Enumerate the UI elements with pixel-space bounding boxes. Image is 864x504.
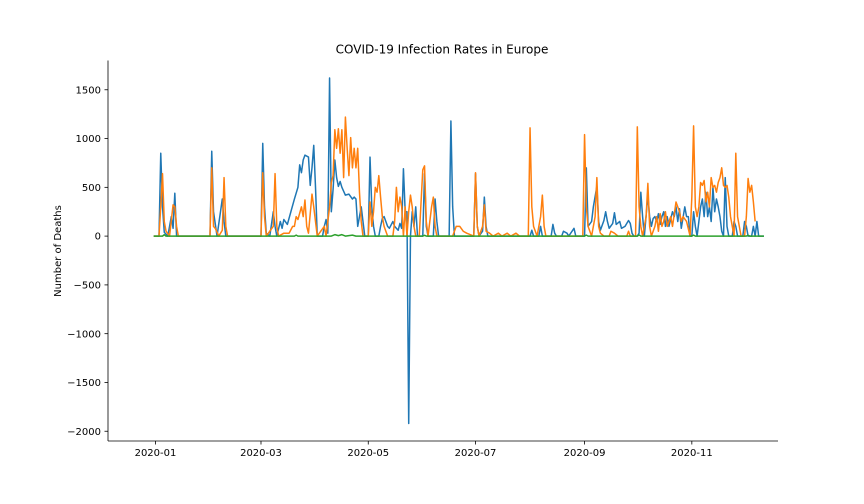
x-tick-label: 2020-05 (347, 448, 389, 459)
y-tick-label: 1500 (76, 85, 101, 96)
y-tick-label: 500 (82, 183, 101, 194)
chart-title: COVID-19 Infection Rates in Europe (336, 43, 549, 57)
y-axis-ticks: −2000 −1500 −1000 −500 0 500 1000 1500 (67, 85, 108, 438)
series-layer (153, 77, 764, 425)
y-tick-label: −1500 (67, 378, 101, 389)
y-axis-label: Number of Deaths (53, 205, 64, 297)
series-line-2 (153, 116, 756, 237)
x-tick-label: 2020-09 (564, 448, 606, 459)
y-tick-label: 1000 (76, 134, 101, 145)
y-tick-label: −500 (74, 280, 101, 291)
y-tick-label: −2000 (67, 427, 101, 438)
x-tick-label: 2020-03 (240, 448, 282, 459)
x-tick-label: 2020-01 (135, 448, 177, 459)
series-line-1 (153, 77, 764, 425)
x-tick-label: 2020-11 (671, 448, 713, 459)
x-tick-label: 2020-07 (455, 448, 497, 459)
x-axis-ticks: 2020-01 2020-03 2020-05 2020-07 2020-09 2020-… (135, 441, 713, 459)
y-tick-label: 0 (95, 232, 101, 243)
y-tick-label: −1000 (67, 329, 101, 340)
series-line-3 (153, 233, 764, 237)
